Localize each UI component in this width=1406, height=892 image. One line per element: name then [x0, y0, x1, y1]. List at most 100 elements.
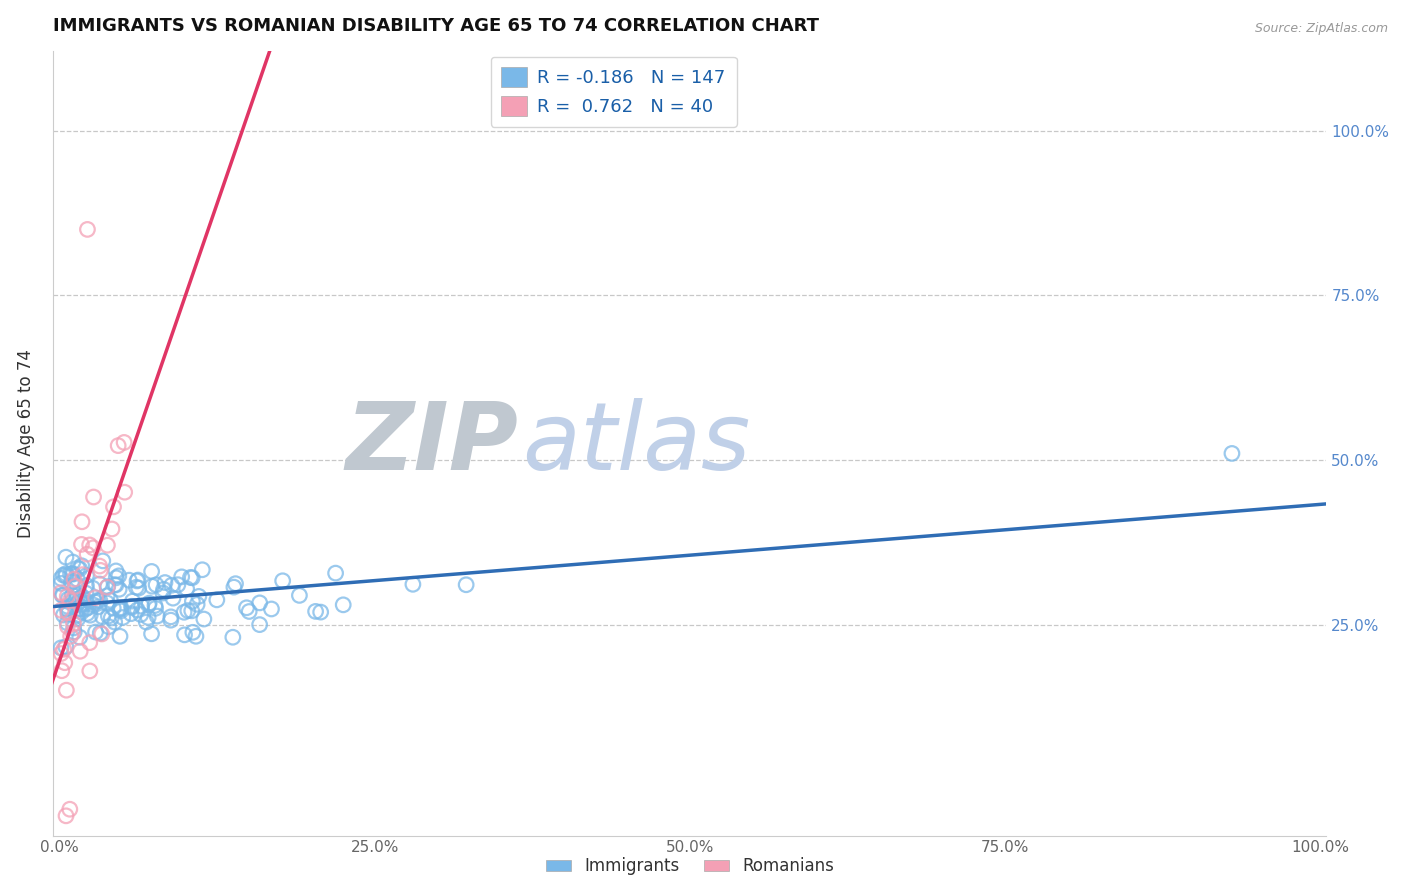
Point: [90, 627, 112, 641]
Point: [69, 591, 91, 606]
Point: [160, 610, 183, 624]
Point: [56, 607, 79, 621]
Point: [177, 603, 200, 617]
Point: [89, 626, 111, 640]
Point: [181, 594, 204, 608]
Point: [69, 562, 91, 576]
Point: [62, 621, 84, 635]
Point: [49, 647, 72, 661]
Text: Source: ZipAtlas.com: Source: ZipAtlas.com: [1254, 22, 1388, 36]
Point: [97, 609, 120, 624]
Point: [59, 593, 82, 607]
Point: [173, 628, 195, 642]
Point: [63, 572, 86, 586]
Point: [101, 522, 124, 536]
Point: [325, 566, 347, 581]
Point: [193, 612, 215, 626]
Point: [118, 573, 141, 587]
Point: [108, 582, 131, 597]
Point: [104, 564, 127, 578]
Point: [96, 596, 118, 610]
Point: [128, 581, 150, 595]
Point: [52, 568, 75, 582]
Point: [82, 541, 104, 555]
Point: [56, 589, 79, 603]
Point: [91, 554, 114, 568]
Point: [186, 598, 208, 612]
Point: [87, 593, 110, 607]
Point: [91, 610, 114, 624]
Point: [181, 571, 204, 585]
Point: [49, 586, 72, 600]
Point: [56, 599, 79, 614]
Point: [49, 576, 72, 591]
Point: [184, 629, 207, 643]
Point: [56, 615, 79, 630]
Point: [138, 596, 160, 610]
Point: [76, 547, 98, 561]
Point: [59, 629, 82, 643]
Point: [51, 588, 73, 602]
Point: [62, 594, 84, 608]
Point: [129, 607, 152, 622]
Point: [225, 576, 247, 591]
Point: [62, 616, 84, 631]
Point: [135, 615, 157, 629]
Point: [66, 608, 89, 623]
Point: [107, 569, 129, 583]
Point: [60, 588, 83, 602]
Point: [49, 640, 72, 655]
Point: [89, 593, 111, 607]
Point: [55, 550, 77, 565]
Point: [79, 538, 101, 552]
Legend: Immigrants, Romanians: Immigrants, Romanians: [538, 851, 841, 882]
Point: [70, 605, 93, 619]
Text: atlas: atlas: [522, 398, 751, 489]
Point: [108, 629, 131, 643]
Point: [205, 592, 228, 607]
Point: [75, 578, 97, 592]
Point: [87, 599, 110, 614]
Point: [89, 563, 111, 577]
Point: [75, 602, 97, 616]
Point: [82, 598, 104, 612]
Point: [271, 574, 294, 588]
Point: [138, 598, 160, 612]
Point: [309, 605, 332, 619]
Point: [249, 617, 271, 632]
Point: [304, 604, 326, 618]
Point: [89, 577, 111, 591]
Point: [52, 588, 75, 602]
Point: [65, 579, 87, 593]
Point: [112, 435, 135, 450]
Point: [152, 582, 174, 597]
Point: [62, 555, 84, 569]
Point: [121, 594, 143, 608]
Point: [136, 610, 159, 624]
Point: [131, 599, 153, 614]
Point: [66, 589, 89, 603]
Point: [260, 602, 283, 616]
Point: [55, 640, 77, 654]
Point: [51, 664, 73, 678]
Point: [222, 580, 245, 594]
Point: [55, 569, 77, 583]
Point: [141, 579, 163, 593]
Point: [59, 566, 82, 581]
Point: [179, 570, 201, 584]
Point: [235, 600, 257, 615]
Point: [66, 578, 89, 592]
Point: [56, 619, 79, 633]
Point: [162, 591, 184, 606]
Point: [72, 597, 94, 611]
Point: [160, 578, 183, 592]
Point: [69, 594, 91, 608]
Point: [96, 580, 118, 594]
Point: [55, 809, 77, 823]
Point: [60, 574, 83, 589]
Point: [110, 601, 132, 615]
Point: [96, 538, 118, 552]
Point: [176, 582, 198, 596]
Point: [84, 595, 107, 609]
Point: [402, 577, 425, 591]
